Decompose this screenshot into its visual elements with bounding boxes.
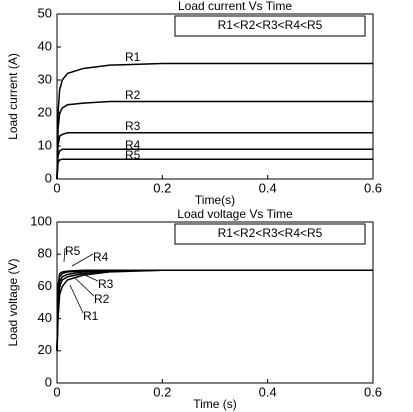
series-label: R5 [125, 148, 141, 162]
x-tick-label: 0.6 [364, 384, 382, 399]
label-arrow [69, 284, 84, 314]
series-label: R1 [125, 50, 141, 64]
y-tick-label: 40 [38, 310, 52, 325]
y-tick-label: 80 [38, 246, 52, 261]
y-axis-label: Load current (A) [6, 53, 20, 140]
annotation-box [174, 15, 366, 37]
series-label: R1 [83, 309, 99, 323]
y-tick-label: 20 [38, 104, 52, 119]
y-tick-label: 0 [45, 170, 52, 185]
x-tick-label: 0.6 [364, 180, 382, 195]
plot-area [56, 13, 374, 180]
y-tick-label: 30 [38, 71, 52, 86]
y-tick-label: 10 [38, 137, 52, 152]
label-arrow [77, 271, 99, 282]
chart-title: Load current Vs Time [178, 0, 292, 13]
annotation-box [174, 223, 366, 245]
x-tick-label: 0.4 [259, 180, 277, 195]
x-tick-label: 0 [53, 384, 60, 399]
x-tick-label: 0.4 [259, 384, 277, 399]
x-tick-label: 0.2 [153, 384, 171, 399]
y-tick-label: 60 [38, 278, 52, 293]
series-label: R2 [94, 292, 110, 306]
series-line [56, 148, 373, 180]
y-tick-label: 100 [30, 213, 52, 228]
y-tick-label: 50 [38, 5, 52, 20]
series-label: R5 [65, 244, 81, 258]
x-tick-label: 0.2 [153, 180, 171, 195]
series-line [56, 158, 373, 180]
x-axis-label: Time(s) [195, 193, 235, 207]
y-axis-label: Load voltage (V) [6, 258, 20, 346]
y-tick-label: 40 [38, 38, 52, 53]
series-label: R3 [125, 119, 141, 133]
series-label: R4 [93, 250, 109, 264]
series-label: R3 [98, 277, 114, 291]
label-arrow [73, 276, 95, 297]
x-tick-label: 0 [53, 180, 60, 195]
plot-area [56, 221, 374, 384]
label-arrow [63, 247, 66, 263]
y-tick-label: 0 [45, 374, 52, 389]
series-line [56, 132, 373, 180]
annotation: R1<R2<R3<R4<R5 [218, 226, 323, 240]
label-arrow [71, 253, 94, 267]
series-label: R4 [125, 138, 141, 152]
annotation: R1<R2<R3<R4<R5 [218, 18, 323, 32]
series-line [56, 269, 373, 351]
x-axis-label: Time (s) [193, 397, 237, 411]
y-tick-label: 20 [38, 342, 52, 357]
series-label: R2 [125, 88, 141, 102]
chart-title: Load voltage Vs Time [177, 207, 293, 221]
series-line [56, 100, 373, 180]
series-line [56, 62, 373, 180]
